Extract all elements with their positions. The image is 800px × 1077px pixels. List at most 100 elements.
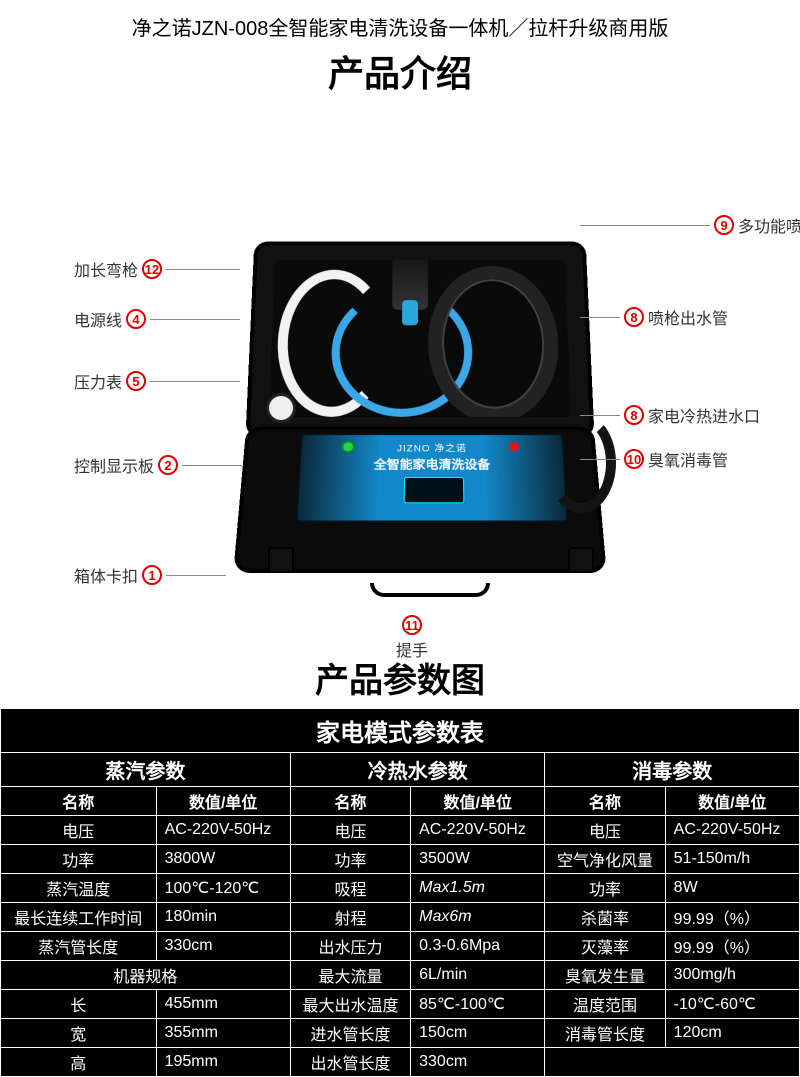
callout-left: 压力表5 (74, 369, 240, 393)
cell: 150cm (411, 1019, 545, 1048)
group-header: 蒸汽参数 (1, 753, 291, 787)
cell: 0.3-0.6Mpa (411, 932, 545, 961)
callout-right: 10臭氧消毒管 (580, 447, 728, 471)
callout-number: 5 (126, 371, 146, 391)
callout-label: 臭氧消毒管 (648, 447, 728, 471)
cell: Max6m (411, 903, 545, 932)
cell: 电压 (290, 816, 410, 845)
cell: 330cm (411, 1048, 545, 1077)
col-header: 数值/单位 (156, 787, 290, 816)
callout-number: 2 (158, 455, 178, 475)
cell: 3500W (411, 845, 545, 874)
callout-label: 多功能喷枪 (738, 213, 800, 237)
callout-left: 箱体卡扣1 (74, 563, 226, 587)
table-row: 功率3800W功率3500W空气净化风量51-150m/h (1, 845, 800, 874)
callout-label: 提手 (396, 637, 428, 661)
cell: AC-220V-50Hz (156, 816, 290, 845)
callout-number: 4 (126, 309, 146, 329)
callout-right: 9多功能喷枪 (580, 213, 800, 237)
cell: 蒸汽温度 (1, 874, 157, 903)
callout-number: 10 (624, 449, 644, 469)
col-header: 名称 (290, 787, 410, 816)
panel-brand: JIZNO 净之诺 (301, 441, 562, 455)
callout-right: 8喷枪出水管 (580, 305, 728, 329)
callout-left: 加长弯枪12 (74, 257, 240, 281)
cell: 3800W (156, 845, 290, 874)
cell: 射程 (290, 903, 410, 932)
callout-number: 11 (402, 615, 422, 635)
callout-label: 加长弯枪 (74, 257, 138, 281)
callout-label: 喷枪出水管 (648, 305, 728, 329)
callout-label: 电源线 (74, 307, 122, 331)
cell: 85℃-100℃ (411, 990, 545, 1019)
cell: AC-220V-50Hz (665, 816, 799, 845)
table-row: 蒸汽温度100℃-120℃吸程Max1.5m功率8W (1, 874, 800, 903)
cell: 温度范围 (545, 990, 665, 1019)
cell-empty (545, 1048, 800, 1077)
cell: 300mg/h (665, 961, 799, 990)
cell: 最长连续工作时间 (1, 903, 157, 932)
group-header: 消毒参数 (545, 753, 800, 787)
cell: Max1.5m (411, 874, 545, 903)
col-header: 名称 (1, 787, 157, 816)
cell: 195mm (156, 1048, 290, 1077)
cell: 功率 (290, 845, 410, 874)
table-row: 机器规格最大流量6L/min臭氧发生量300mg/h (1, 961, 800, 990)
spec-subheader: 机器规格 (1, 961, 291, 990)
cell: 电压 (545, 816, 665, 845)
param-table: 家电模式参数表 蒸汽参数 冷热水参数 消毒参数 名称 数值/单位 名称 数值/单… (0, 708, 800, 1077)
cell: 最大出水温度 (290, 990, 410, 1019)
cell: 120cm (665, 1019, 799, 1048)
cell: 455mm (156, 990, 290, 1019)
spray-gun-icon (392, 260, 428, 309)
cell: 出水压力 (290, 932, 410, 961)
callout-right: 8家电冷热进水口 (580, 403, 760, 427)
intro-heading: 产品介绍 (0, 45, 800, 107)
cell: 臭氧发生量 (545, 961, 665, 990)
cell: AC-220V-50Hz (411, 816, 545, 845)
callout-label: 家电冷热进水口 (648, 403, 760, 427)
cell: 99.99（%） (665, 932, 799, 961)
param-table-title: 家电模式参数表 (1, 709, 800, 753)
callout-label: 箱体卡扣 (74, 563, 138, 587)
callout-left: 控制显示板2 (74, 453, 242, 477)
table-row: 最长连续工作时间180min射程Max6m杀菌率99.99（%） (1, 903, 800, 932)
callout-label: 控制显示板 (74, 453, 154, 477)
latch-icon (568, 547, 594, 573)
panel-subtitle: 全智能家电清洗设备 (300, 455, 563, 472)
cell: 吸程 (290, 874, 410, 903)
cell: 长 (1, 990, 157, 1019)
cell: 消毒管长度 (545, 1019, 665, 1048)
cell: 51-150m/h (665, 845, 799, 874)
cell: 功率 (1, 845, 157, 874)
callout-left: 电源线4 (74, 307, 240, 331)
cell: 180min (156, 903, 290, 932)
cell: 进水管长度 (290, 1019, 410, 1048)
callout-bottom: 11提手 (396, 615, 428, 661)
group-header: 冷热水参数 (290, 753, 545, 787)
callout-number: 8 (624, 405, 644, 425)
cell: 330cm (156, 932, 290, 961)
col-header: 名称 (545, 787, 665, 816)
cell: 电压 (1, 816, 157, 845)
handle-icon (370, 583, 490, 597)
black-hose-icon (428, 266, 561, 417)
cell: 8W (665, 874, 799, 903)
cell: 99.99（%） (665, 903, 799, 932)
col-header: 数值/单位 (665, 787, 799, 816)
pressure-gauge-icon (266, 393, 296, 423)
table-row: 宽355mm进水管长度150cm消毒管长度120cm (1, 1019, 800, 1048)
callout-number: 1 (142, 565, 162, 585)
cell: 高 (1, 1048, 157, 1077)
table-row: 电压AC-220V-50Hz电压AC-220V-50Hz电压AC-220V-50… (1, 816, 800, 845)
cell: 100℃-120℃ (156, 874, 290, 903)
cell: 功率 (545, 874, 665, 903)
device-illustration: JIZNO 净之诺 全智能家电清洗设备 (250, 237, 590, 587)
callout-number: 8 (624, 307, 644, 327)
cell: 最大流量 (290, 961, 410, 990)
cell: 空气净化风量 (545, 845, 665, 874)
table-row: 长455mm最大出水温度85℃-100℃温度范围-10℃-60℃ (1, 990, 800, 1019)
cell: 蒸汽管长度 (1, 932, 157, 961)
case-lid (245, 242, 594, 438)
product-title: 净之诺JZN-008全智能家电清洗设备一体机／拉杆升级商用版 (0, 0, 800, 45)
